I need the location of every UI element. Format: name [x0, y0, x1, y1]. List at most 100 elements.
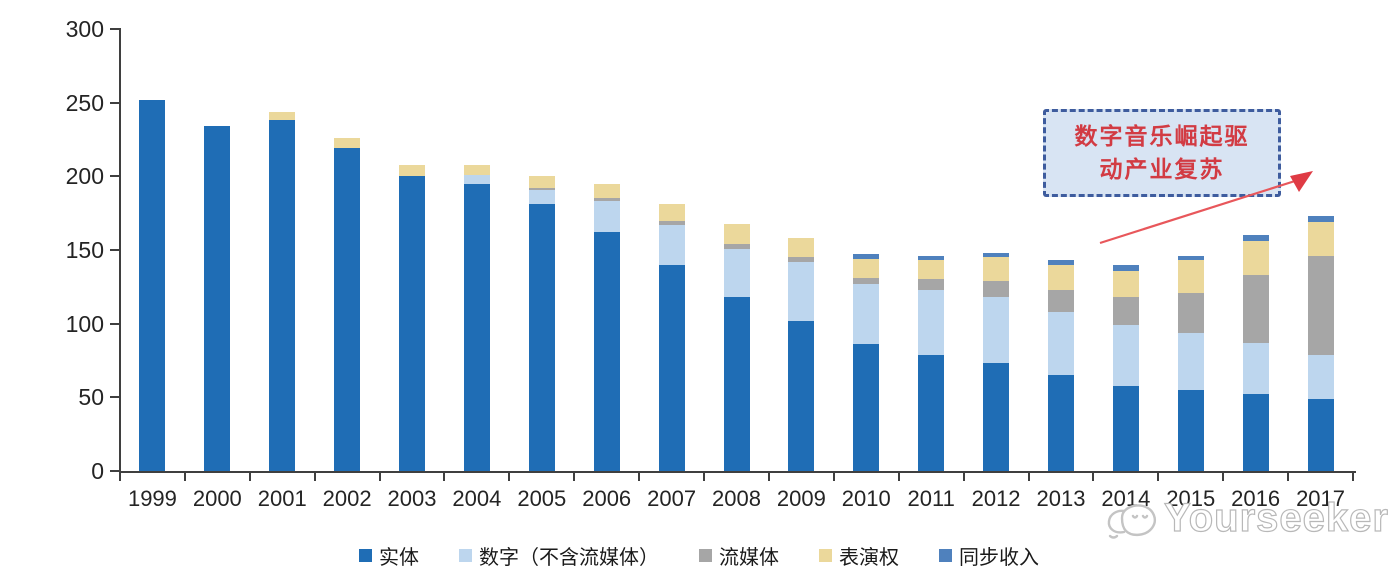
y-axis-tick-label: 0 [91, 458, 104, 484]
bar-segment [658, 220, 685, 225]
stacked-bar-2003 [399, 164, 426, 471]
bar-segment [334, 138, 361, 149]
stacked-bar-2015 [1177, 255, 1204, 471]
x-axis-tick [638, 473, 641, 481]
stacked-bar-2001 [269, 111, 296, 471]
bar-segment [983, 297, 1010, 364]
y-axis-tick-label: 50 [78, 384, 104, 411]
bar-segment [853, 344, 880, 471]
x-axis-tick-label: 2000 [192, 486, 242, 511]
bar-segment [593, 183, 620, 199]
x-axis-tick [508, 473, 511, 481]
bar-segment [1242, 275, 1269, 343]
x-axis-tick-label: 2015 [1166, 486, 1216, 511]
bar-segment [918, 255, 945, 261]
x-axis-tick-label: 2002 [322, 486, 372, 511]
bar-segment [1307, 398, 1334, 471]
x-axis-tick [1287, 473, 1290, 481]
y-axis-tick-label: 100 [65, 310, 104, 337]
bar-segment [788, 257, 815, 262]
bar-segment [853, 278, 880, 284]
bar-segment [983, 257, 1010, 281]
bar-segment [788, 261, 815, 321]
legend-label: 同步收入 [959, 547, 1039, 569]
legend-item: 数字（不含流媒体） [459, 541, 659, 570]
x-axis-tick [897, 473, 900, 481]
x-axis-tick-label: 2003 [387, 486, 437, 511]
bar-segment [463, 183, 490, 471]
bar-segment [1177, 260, 1204, 293]
bar-segment [1047, 260, 1074, 265]
bar-segment [658, 204, 685, 221]
x-axis-tick-label: 2016 [1231, 486, 1281, 511]
x-axis-tick [1222, 473, 1225, 481]
legend-item: 同步收入 [939, 541, 1039, 570]
x-axis-tick [248, 473, 251, 481]
bar-segment [1112, 297, 1139, 326]
stacked-bar-2014 [1112, 264, 1139, 471]
annotation-callout: 数字音乐崛起驱 动产业复苏 [1043, 109, 1281, 197]
legend-swatch-icon [459, 549, 472, 562]
stacked-bar-2007 [658, 204, 685, 471]
bar-segment [593, 232, 620, 471]
y-axis-tick [110, 175, 119, 178]
legend-label: 流媒体 [719, 547, 779, 569]
x-axis-tick [1092, 473, 1095, 481]
x-axis-tick-label: 1999 [127, 486, 177, 511]
bar-segment [1177, 332, 1204, 390]
bar-segment [528, 176, 555, 189]
x-axis-tick [183, 473, 186, 481]
x-axis-tick [767, 473, 770, 481]
bar-segment [1112, 264, 1139, 271]
bar-segment [1047, 311, 1074, 376]
x-axis-tick-label: 2012 [971, 486, 1021, 511]
stacked-bar-2004 [463, 164, 490, 471]
x-axis-tick [703, 473, 706, 481]
bar-segment [463, 174, 490, 184]
bar-segment [1047, 289, 1074, 312]
bar-segment [853, 254, 880, 259]
y-axis-tick-label: 250 [65, 89, 104, 116]
x-axis-tick [1027, 473, 1030, 481]
x-axis-tick-label: 2010 [841, 486, 891, 511]
x-axis-tick-label: 2013 [1036, 486, 1086, 511]
x-axis-tick-label: 2017 [1296, 486, 1346, 511]
bar-segment [723, 244, 750, 249]
y-axis-line [119, 28, 121, 473]
bar-segment [399, 176, 426, 471]
bar-segment [269, 120, 296, 471]
x-axis-tick [378, 473, 381, 481]
bar-segment [1177, 255, 1204, 261]
x-axis-tick [313, 473, 316, 481]
stacked-bar-2006 [593, 183, 620, 471]
bar-segment [983, 252, 1010, 258]
stacked-bar-2005 [528, 176, 555, 471]
bar-segment [853, 258, 880, 278]
stacked-bar-2017 [1307, 216, 1334, 471]
annotation-line2: 动产业复苏 [1099, 157, 1225, 182]
stacked-bar-2008 [723, 223, 750, 471]
x-axis-tick [1352, 473, 1354, 481]
watermark: Yourseeker [1100, 495, 1389, 544]
watermark-text: Yourseeker [1163, 495, 1389, 540]
bar-segment [1307, 354, 1334, 399]
bar-segment [1047, 264, 1074, 290]
legend: 实体 数字（不含流媒体） 流媒体 表演权 同步收入 [0, 541, 1398, 570]
x-axis-tick [962, 473, 965, 481]
legend-label: 表演权 [839, 547, 899, 569]
x-axis-tick [443, 473, 446, 481]
x-axis-tick-label: 2007 [647, 486, 697, 511]
stacked-bar-2016 [1242, 235, 1269, 471]
bar-segment [528, 189, 555, 205]
x-axis-line [119, 471, 1356, 473]
bar-segment [204, 126, 231, 471]
bar-segment [139, 99, 166, 471]
bar-segment [1177, 292, 1204, 333]
bar-segment [399, 164, 426, 177]
bar-segment [463, 164, 490, 175]
x-axis-tick [1157, 473, 1160, 481]
bar-segment [269, 111, 296, 121]
bar-segment [723, 223, 750, 245]
y-axis-tick-label: 150 [65, 237, 104, 263]
y-axis-tick [110, 28, 119, 30]
